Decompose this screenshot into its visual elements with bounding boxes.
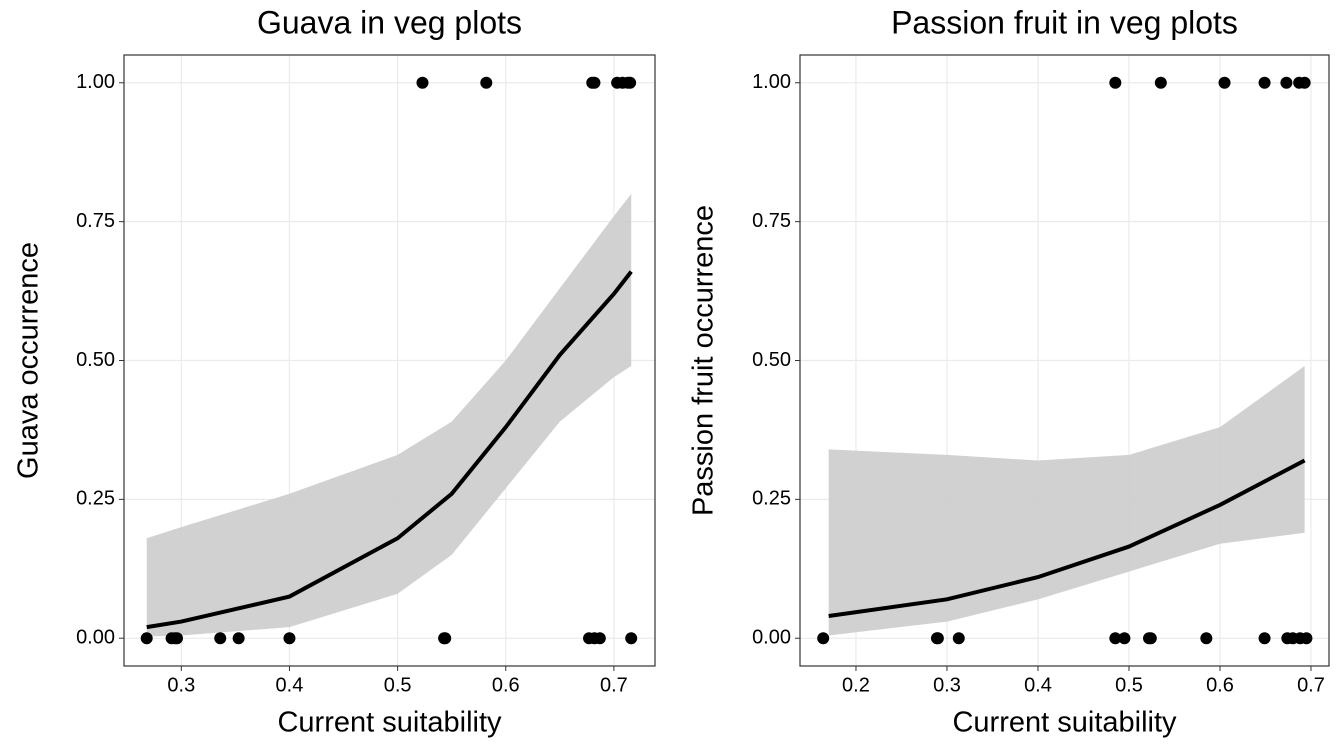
data-point [1154, 76, 1167, 89]
y-tick-label: 0.75 [752, 210, 791, 232]
data-point [214, 632, 227, 645]
chart-title: Passion fruit in veg plots [891, 4, 1238, 40]
plot-border [123, 54, 656, 667]
y-tick-label: 0.75 [76, 210, 115, 232]
x-axis-label: Current suitability [277, 707, 502, 739]
x-tick-label: 0.6 [1206, 674, 1234, 696]
y-tick-label: 1.00 [76, 71, 115, 93]
x-tick-label: 0.6 [492, 674, 520, 696]
x-tick-label: 0.5 [384, 674, 412, 696]
data-point [1144, 632, 1157, 645]
x-axis-label: Current suitability [952, 707, 1177, 739]
data-point [232, 632, 245, 645]
data-point [1300, 632, 1313, 645]
data-point [1280, 76, 1293, 89]
x-tick-label: 0.7 [1297, 674, 1325, 696]
x-tick-label: 0.4 [1024, 674, 1052, 696]
data-point [952, 632, 965, 645]
data-point [625, 632, 638, 645]
data-point [1200, 632, 1213, 645]
chart-title: Guava in veg plots [257, 4, 522, 40]
y-tick-label: 0.50 [752, 349, 791, 371]
x-tick-label: 0.4 [276, 674, 304, 696]
data-point [439, 632, 452, 645]
x-tick-label: 0.3 [167, 674, 195, 696]
data-point [624, 76, 637, 89]
fit-line [828, 458, 1306, 618]
data-point [593, 632, 606, 645]
x-tick-label: 0.7 [600, 674, 628, 696]
data-point [1109, 632, 1122, 645]
x-tick-label: 0.5 [1115, 674, 1143, 696]
x-tick-label: 0.3 [933, 674, 961, 696]
data-point [1218, 76, 1231, 89]
data-point [416, 76, 429, 89]
confidence-band [146, 193, 632, 637]
confidence-band [828, 366, 1305, 636]
y-tick-label: 1.00 [752, 71, 791, 93]
data-point [1258, 632, 1271, 645]
x-tick-label: 0.2 [842, 674, 870, 696]
y-axis-label: Passion fruit occurrence [688, 205, 720, 516]
y-tick-label: 0.25 [752, 488, 791, 510]
data-point [1118, 632, 1131, 645]
data-point [1109, 76, 1122, 89]
y-tick-label: 0.00 [76, 627, 115, 649]
data-point [140, 632, 153, 645]
data-point [931, 632, 944, 645]
data-point [1258, 76, 1271, 89]
data-point [588, 76, 601, 89]
y-axis-label: Guava occurrence [13, 242, 45, 479]
y-tick-label: 0.25 [76, 488, 115, 510]
plot-border [799, 54, 1330, 667]
data-point [170, 632, 183, 645]
fit-line [146, 270, 633, 630]
y-tick-label: 0.00 [752, 627, 791, 649]
data-point [283, 632, 296, 645]
data-point [480, 76, 493, 89]
data-point [1298, 76, 1311, 89]
y-tick-label: 0.50 [76, 349, 115, 371]
data-point [817, 632, 830, 645]
